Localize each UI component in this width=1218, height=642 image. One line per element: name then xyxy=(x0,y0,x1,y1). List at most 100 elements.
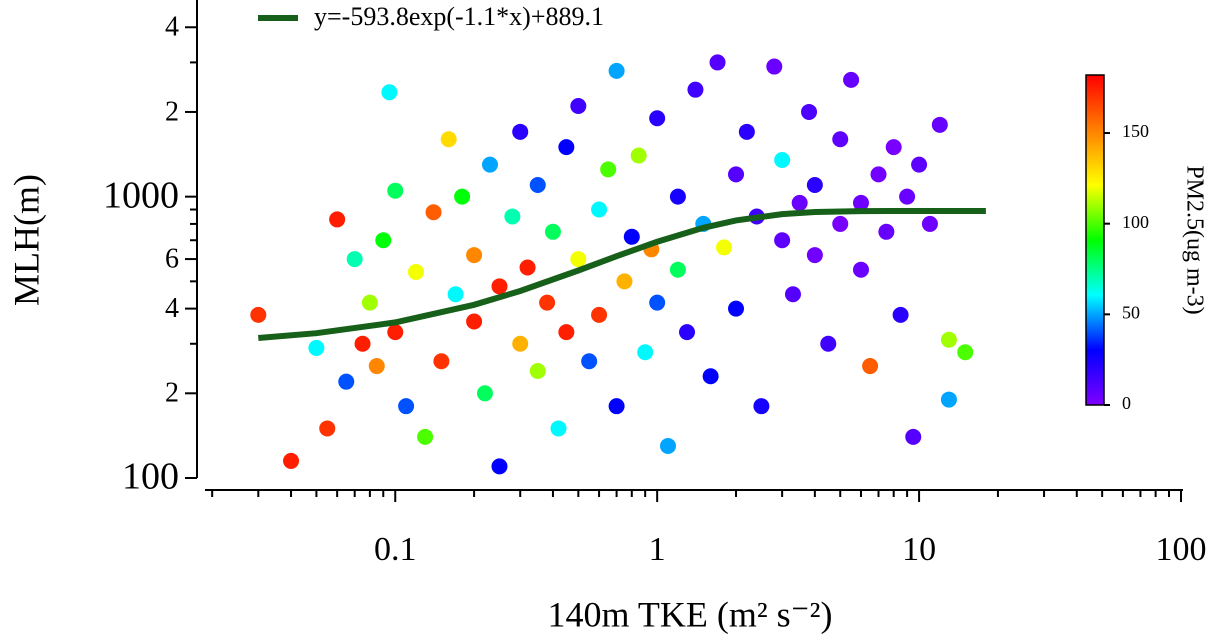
point xyxy=(843,71,860,88)
point xyxy=(774,151,791,168)
point xyxy=(660,437,677,454)
point xyxy=(738,123,755,140)
point xyxy=(454,188,471,205)
point xyxy=(862,358,879,375)
point xyxy=(791,194,808,211)
point xyxy=(570,251,587,268)
x-tick-label: 1 xyxy=(649,531,666,568)
points xyxy=(250,54,974,475)
point xyxy=(832,131,849,148)
point xyxy=(482,156,499,173)
point xyxy=(407,263,424,280)
point xyxy=(591,201,608,218)
x-axis-label: 140m TKE (m² s⁻²) xyxy=(548,594,833,634)
point xyxy=(728,300,745,317)
point xyxy=(375,232,392,249)
point xyxy=(308,339,325,356)
point xyxy=(519,259,536,276)
point xyxy=(491,458,508,475)
point xyxy=(361,294,378,311)
point xyxy=(381,84,398,101)
point xyxy=(608,398,625,415)
point xyxy=(539,294,556,311)
point xyxy=(529,177,546,194)
point xyxy=(753,398,770,415)
point xyxy=(387,324,404,341)
point xyxy=(447,286,464,303)
point xyxy=(766,58,783,75)
point xyxy=(637,344,654,361)
y-tick-label: 4 xyxy=(165,12,179,43)
point xyxy=(346,251,363,268)
point xyxy=(491,278,508,295)
legend-label: y=-593.8exp(-1.1*x)+889.1 xyxy=(314,2,604,31)
colorbar-tick-label: 150 xyxy=(1122,121,1149,141)
point xyxy=(504,208,521,225)
point xyxy=(649,110,666,127)
point xyxy=(728,166,745,183)
fit-line xyxy=(258,208,986,341)
colorbar xyxy=(1085,74,1105,406)
point xyxy=(544,223,561,240)
point xyxy=(649,294,666,311)
point xyxy=(709,54,726,71)
point xyxy=(885,139,902,156)
point xyxy=(616,273,633,290)
point xyxy=(806,177,823,194)
point xyxy=(899,188,916,205)
point xyxy=(512,335,529,352)
colorbar-label: PM2.5(ug m-3) xyxy=(1181,165,1207,314)
y-tick-label: 4 xyxy=(165,293,179,324)
point xyxy=(832,215,849,232)
point xyxy=(512,123,529,140)
point xyxy=(905,428,922,445)
x-tick-label: 10 xyxy=(902,531,936,568)
point xyxy=(679,324,696,341)
point xyxy=(940,391,957,408)
point xyxy=(801,103,818,120)
point xyxy=(931,116,948,133)
point xyxy=(591,306,608,323)
point xyxy=(957,344,974,361)
point xyxy=(433,353,450,370)
colorbar-tick-label: 0 xyxy=(1122,393,1131,413)
point xyxy=(466,247,483,264)
point xyxy=(558,139,575,156)
point xyxy=(921,215,938,232)
point xyxy=(550,420,567,437)
point xyxy=(716,239,733,256)
point xyxy=(608,62,625,79)
point xyxy=(806,247,823,264)
point xyxy=(319,420,336,437)
point xyxy=(669,188,686,205)
point xyxy=(820,335,837,352)
point xyxy=(581,353,598,370)
colorbar-tick-label: 50 xyxy=(1122,302,1140,322)
point xyxy=(911,156,928,173)
point xyxy=(425,204,442,221)
y-tick-label: 6 xyxy=(165,243,179,274)
point xyxy=(570,97,587,114)
y-tick-label: 2 xyxy=(165,378,179,409)
point xyxy=(784,286,801,303)
point xyxy=(558,324,575,341)
point xyxy=(878,223,895,240)
point xyxy=(529,363,546,380)
point xyxy=(329,211,346,228)
point xyxy=(398,398,415,415)
point xyxy=(368,358,385,375)
y-tick-label: 2 xyxy=(165,96,179,127)
point xyxy=(354,335,371,352)
point xyxy=(669,261,686,278)
x-tick-label: 0.1 xyxy=(374,531,417,568)
point xyxy=(852,261,869,278)
point xyxy=(387,182,404,199)
point xyxy=(440,131,457,148)
point xyxy=(283,452,300,469)
point xyxy=(250,306,267,323)
x-tick-label: 100 xyxy=(1156,531,1207,568)
point xyxy=(466,313,483,330)
colorbar-tick-label: 100 xyxy=(1122,212,1149,232)
y-axis-label: MLH(m) xyxy=(6,174,46,306)
point xyxy=(623,228,640,245)
